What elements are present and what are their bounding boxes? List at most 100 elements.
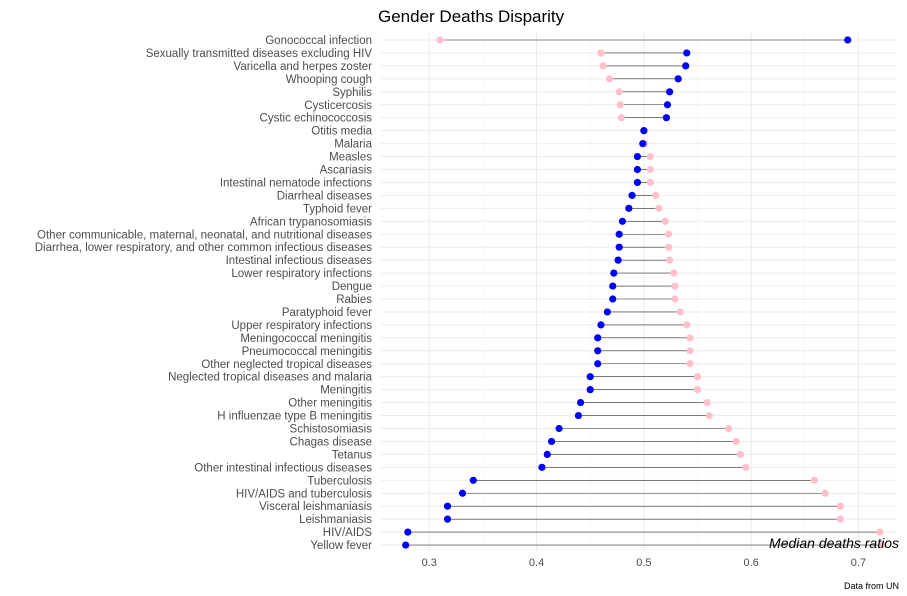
point-pink xyxy=(810,476,819,484)
category-label: Leishmaniasis xyxy=(299,514,372,526)
category-label: Paratyphoid fever xyxy=(282,307,372,319)
point-blue xyxy=(555,424,563,433)
point-blue xyxy=(682,62,690,70)
point-pink xyxy=(693,373,702,381)
point-pink xyxy=(646,178,654,187)
category-label: Diarrhea, lower respiratory, and other c… xyxy=(35,242,373,254)
point-blue xyxy=(610,269,618,277)
point-blue xyxy=(683,49,691,57)
category-label: H influenzae type B meningitis xyxy=(217,411,372,423)
segments xyxy=(405,39,883,546)
point-pink xyxy=(736,450,745,458)
point-blue xyxy=(547,437,556,446)
point-blue xyxy=(663,101,672,109)
point-pink xyxy=(676,308,684,316)
point-pink xyxy=(686,347,694,355)
point-pink xyxy=(597,49,605,57)
point-pink xyxy=(878,541,886,549)
point-pink xyxy=(599,62,607,70)
category-label: Rabies xyxy=(336,294,372,306)
point-blue xyxy=(609,282,617,290)
point-blue xyxy=(640,127,648,135)
category-label: Intestinal nematode infections xyxy=(220,177,372,189)
point-pink xyxy=(617,114,625,122)
x-tick-labels: 0.3 0.4 0.5 0.6 0.7 xyxy=(422,557,866,569)
category-label: Varicella and herpes zoster xyxy=(234,61,373,73)
x-tick-label: 0.6 xyxy=(744,557,759,569)
point-pink xyxy=(703,399,711,407)
category-label: Cysticercosis xyxy=(304,100,372,112)
point-pink xyxy=(670,269,678,277)
point-blue xyxy=(443,515,452,523)
category-label: Syphilis xyxy=(332,87,372,99)
point-blue xyxy=(576,399,585,407)
point-pink xyxy=(664,243,673,251)
point-pink xyxy=(616,101,624,109)
x-tick-label: 0.7 xyxy=(851,557,866,569)
point-blue xyxy=(574,411,583,420)
point-pink xyxy=(661,217,669,225)
point-blue xyxy=(615,243,623,251)
category-label: Typhoid fever xyxy=(303,203,372,215)
point-pink xyxy=(693,386,702,394)
point-pink xyxy=(605,75,614,83)
category-label: Gonococcal infection xyxy=(265,35,372,47)
category-label: African trypanosomiasis xyxy=(250,216,372,228)
point-pink xyxy=(725,424,733,433)
category-label: Neglected tropical diseases and malaria xyxy=(168,372,373,384)
category-label: Meningitis xyxy=(320,385,372,397)
point-blue xyxy=(614,256,622,264)
point-pink xyxy=(876,528,884,536)
category-label: Whooping cough xyxy=(286,74,372,86)
point-blue xyxy=(674,75,682,83)
category-label: HIV/AIDS and tuberculosis xyxy=(236,488,372,500)
point-pink xyxy=(652,191,660,199)
category-label: Malaria xyxy=(334,139,372,151)
point-pink xyxy=(686,334,694,342)
category-label: Other intestinal infectious diseases xyxy=(194,462,372,474)
category-label: Otitis media xyxy=(311,126,372,138)
point-blue xyxy=(615,230,623,238)
point-blue xyxy=(633,165,642,174)
point-pink xyxy=(683,321,691,329)
category-label: Upper respiratory infections xyxy=(231,320,372,332)
point-blue xyxy=(458,489,467,497)
point-pink xyxy=(646,152,654,161)
category-label: Lower respiratory infections xyxy=(231,268,372,280)
point-blue xyxy=(628,191,636,199)
point-pink xyxy=(671,282,679,290)
point-pink xyxy=(821,489,829,497)
point-pink xyxy=(836,502,844,510)
category-label: Chagas disease xyxy=(290,436,372,448)
point-blue xyxy=(633,152,642,161)
grid xyxy=(381,33,896,551)
point-blue xyxy=(597,321,605,329)
point-blue xyxy=(404,528,412,536)
point-blue xyxy=(594,360,602,368)
point-pink xyxy=(615,88,623,96)
point-blue xyxy=(633,178,642,187)
category-label: Other meningitis xyxy=(288,398,372,410)
category-label: Intestinal infectious diseases xyxy=(226,255,373,267)
point-pink xyxy=(646,165,654,174)
point-pink xyxy=(686,360,694,368)
caption: Data from UN xyxy=(844,581,899,591)
point-pink xyxy=(732,437,740,446)
point-blue xyxy=(586,386,594,394)
point-blue xyxy=(543,450,551,458)
x-tick-label: 0.5 xyxy=(636,557,651,569)
category-label: Yellow fever xyxy=(310,540,372,552)
point-blue xyxy=(662,114,670,122)
category-label: Sexually transmitted diseases excluding … xyxy=(146,48,373,60)
category-label: Other communicable, maternal, neonatal, … xyxy=(37,229,372,241)
x-axis-label: Median deaths ratios xyxy=(769,535,899,551)
x-tick-label: 0.4 xyxy=(529,557,544,569)
category-label: Tetanus xyxy=(332,449,373,461)
chart-title: Gender Deaths Disparity xyxy=(378,7,565,26)
category-label: Cystic echinococcosis xyxy=(260,113,373,125)
point-blue xyxy=(666,88,674,96)
category-label: Ascariasis xyxy=(320,165,373,177)
point-blue xyxy=(586,373,594,381)
point-pink xyxy=(742,463,750,471)
